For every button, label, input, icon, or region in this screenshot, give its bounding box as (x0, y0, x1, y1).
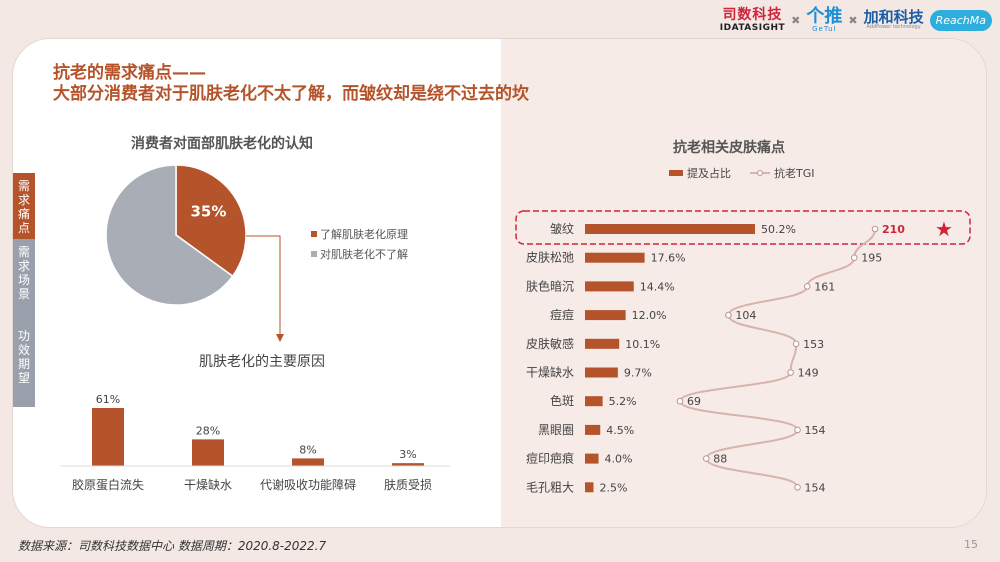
pain-bar-value: 9.7% (624, 367, 652, 380)
tgi-point (871, 225, 879, 233)
legend-marker (757, 170, 763, 176)
pain-category-label: 皮肤松弛 (526, 250, 574, 265)
tgi-point (787, 369, 794, 376)
sidebar-item-expectations[interactable]: 功效期望 (13, 323, 35, 407)
pain-bar (585, 482, 594, 493)
bar-category-label: 代谢吸收功能障碍 (260, 477, 356, 492)
title-line-1: 抗老的需求痛点—— (53, 63, 206, 83)
tgi-point (794, 484, 801, 491)
pain-category-label: 皮肤敏感 (526, 336, 574, 351)
tgi-point (702, 455, 710, 462)
pain-category-label: 痘痘 (550, 307, 574, 322)
pain-bar-value: 2.5% (599, 481, 627, 494)
tgi-line (678, 228, 876, 488)
content-card: 抗老的需求痛点—— 大部分消费者对于肌肤老化不太了解，而皱纹却是绕不过去的坎 需… (12, 38, 987, 528)
tgi-value-label: 153 (803, 338, 824, 351)
pain-category-label: 毛孔粗大 (526, 480, 574, 494)
idatasight-logo: 司数科技 IDATASIGHT (719, 6, 786, 33)
tgi-point (792, 340, 800, 348)
tgi-value-label: 210 (882, 223, 905, 236)
pie-slice (105, 164, 234, 306)
pie-legend-label: 对肌肤老化不了解 (320, 247, 408, 261)
tgi-point (794, 426, 801, 434)
sidebar: 需求痛点 需求场景 功效期望 (13, 173, 35, 407)
bar-value-label: 8% (299, 443, 316, 456)
bar-value-label: 61% (96, 393, 120, 406)
pain-chart-title: 抗老相关皮肤痛点 (673, 140, 785, 156)
bar-category-label: 胶原蛋白流失 (72, 477, 144, 492)
page-number: 15 (964, 538, 978, 551)
tgi-point (803, 283, 811, 290)
page-title: 抗老的需求痛点—— 大部分消费者对于肌肤老化不太了解，而皱纹却是绕不过去的坎 (53, 63, 529, 105)
bar-chart-title: 肌肤老化的主要原因 (199, 354, 325, 370)
legend-swatch (311, 231, 317, 237)
pain-bar (585, 224, 755, 234)
pain-bar-value: 5.2% (609, 395, 637, 408)
sidebar-item-scenarios[interactable]: 需求场景 (13, 239, 35, 323)
pain-bar-value: 12.0% (632, 309, 667, 322)
pain-category-label: 皱纹 (550, 221, 574, 236)
tgi-value-label: 104 (735, 309, 756, 322)
pain-bar (585, 453, 599, 464)
pie-slice-label: 35% (190, 202, 226, 220)
tgi-value-label: 154 (805, 424, 826, 437)
pain-category-label: 痘印疤痕 (526, 451, 574, 466)
getui-logo: 个推 GeTuI (806, 5, 843, 33)
pain-bar (585, 367, 618, 378)
reachmax-logo: ReachMa (929, 9, 992, 31)
sidebar-item-pain-points[interactable]: 需求痛点 (13, 173, 35, 239)
addpower-logo: 加和科技 AddPower technology (863, 8, 924, 30)
legend-label-tgi: 抗老TGI (774, 166, 815, 180)
pain-bar (585, 424, 601, 435)
pain-bar-value: 4.5% (606, 424, 634, 437)
bar (392, 463, 424, 466)
pain-category-label: 干燥缺水 (526, 365, 574, 380)
bar (192, 439, 224, 466)
title-line-2: 大部分消费者对于肌肤老化不太了解，而皱纹却是绕不过去的坎 (53, 84, 529, 104)
legend-label-share: 提及占比 (687, 166, 731, 180)
tgi-point (725, 311, 732, 319)
bar (292, 458, 324, 466)
pain-bar-value: 17.6% (651, 252, 686, 265)
pie-legend-label: 了解肌肤老化原理 (320, 227, 408, 241)
star-icon: ★ (935, 217, 953, 241)
pain-bar (585, 338, 620, 349)
pie-chart-title: 消费者对面部肌肤老化的认知 (131, 136, 313, 152)
separator-icon: ✖ (848, 13, 858, 27)
legend-swatch (669, 170, 683, 176)
tgi-value-label: 149 (798, 367, 819, 380)
pain-category-label: 黑眼圈 (538, 423, 574, 437)
highlight-box (515, 210, 971, 245)
pain-bar (585, 252, 645, 263)
bar-value-label: 3% (399, 448, 416, 461)
header-logos: 司数科技 IDATASIGHT ✖ 个推 GeTuI ✖ 加和科技 AddPow… (720, 4, 992, 36)
pie-slice (175, 164, 247, 278)
data-source: 数据来源：司数科技数据中心 数据周期：2020.8-2022.7 (18, 539, 327, 553)
pain-category-label: 色斑 (550, 394, 574, 408)
legend-swatch (311, 251, 317, 257)
tgi-point (850, 254, 858, 262)
tgi-value-label: 154 (805, 481, 826, 494)
tgi-value-label: 195 (861, 252, 882, 265)
pain-bar-value: 14.4% (640, 280, 675, 293)
bar (92, 408, 124, 466)
pain-bar (585, 396, 603, 407)
tgi-value-label: 69 (687, 395, 701, 408)
bar-category-label: 肤质受损 (384, 477, 432, 492)
pain-category-label: 肤色暗沉 (526, 278, 574, 293)
tgi-value-label: 161 (814, 280, 835, 293)
bar-value-label: 28% (196, 424, 220, 437)
pain-bar-value: 50.2% (761, 223, 796, 236)
tgi-point (676, 397, 684, 405)
pain-bar-value: 10.1% (625, 338, 660, 351)
pain-bar-value: 4.0% (605, 453, 633, 466)
pain-bar (585, 310, 626, 321)
separator-icon: ✖ (791, 13, 801, 27)
pain-bar (585, 281, 634, 292)
tgi-value-label: 88 (713, 453, 727, 466)
bar-category-label: 干燥缺水 (184, 477, 232, 492)
pie-connector-line (246, 235, 281, 338)
arrow-down-icon (276, 334, 284, 342)
